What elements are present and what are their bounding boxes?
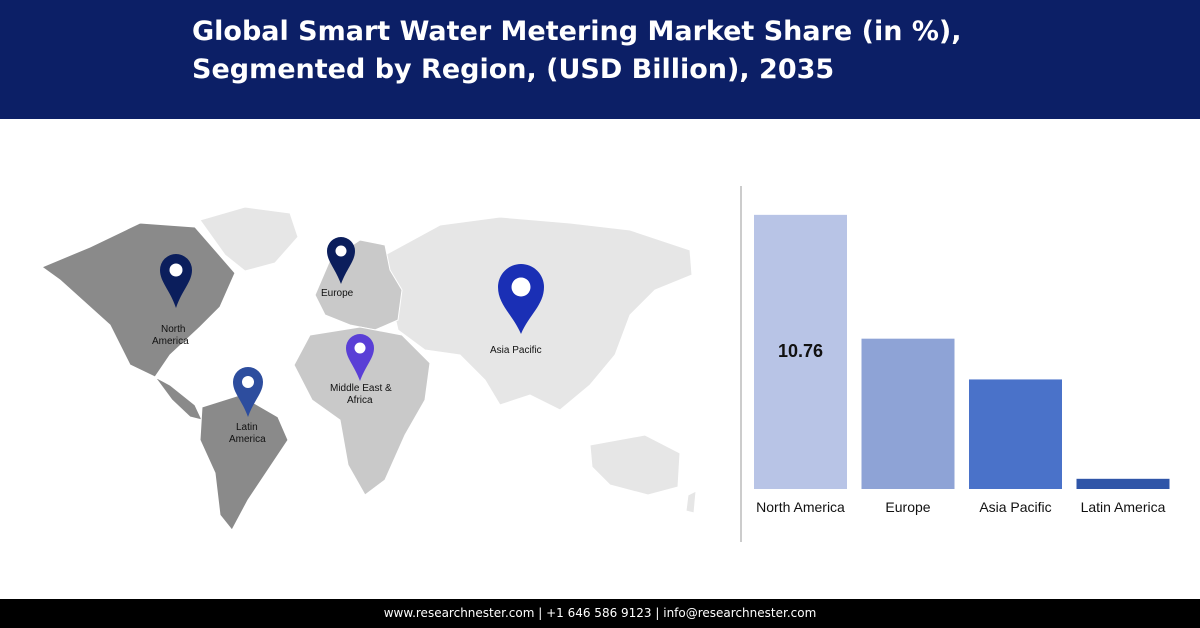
pin-label-north-america-1: North xyxy=(161,324,185,335)
pin-label-asia-pacific: Asia Pacific xyxy=(490,345,542,356)
pin-label-latin-america-2: America xyxy=(229,434,266,445)
bar-asia-pacific xyxy=(969,379,1062,489)
greenland-shape xyxy=(199,206,299,272)
north-america-shape xyxy=(40,222,236,378)
pin-north-america: North America xyxy=(152,254,192,347)
pin-asia-pacific: Asia Pacific xyxy=(490,264,544,356)
x-tick-label: Latin America xyxy=(1081,499,1166,515)
bar-europe xyxy=(861,338,955,489)
chart-title-line-1: Global Smart Water Metering Market Share… xyxy=(192,16,962,47)
south-america-shape xyxy=(199,394,289,531)
x-tick-label: Asia Pacific xyxy=(979,499,1051,515)
pin-europe: Europe xyxy=(321,237,355,299)
pin-label-mea-1: Middle East & xyxy=(330,383,392,394)
pin-label-latin-america-1: Latin xyxy=(236,422,258,433)
bar-latin-america xyxy=(1076,478,1170,489)
footer-contact-text: www.researchnester.com | +1 646 586 9123… xyxy=(383,606,817,620)
pin-label-mea-2: Africa xyxy=(347,395,373,406)
world-map: North America Europe Asia Pacific Middle… xyxy=(40,206,697,531)
header-banner: Global Smart Water Metering Market Share… xyxy=(0,0,1200,119)
chart-title-line-2: Segmented by Region, (USD Billion), 2035 xyxy=(192,54,835,85)
pin-label-europe: Europe xyxy=(321,288,354,299)
x-tick-label: North America xyxy=(756,499,845,515)
bar-north-america xyxy=(754,214,847,489)
x-tick-label: Europe xyxy=(885,499,930,515)
bar-chart: 10.76 North America Europe Asia Pacific Lat… xyxy=(740,186,1170,542)
bar-data-label: 10.76 xyxy=(778,341,823,361)
pin-middle-east-africa: Middle East & Africa xyxy=(330,334,392,406)
africa-shape xyxy=(293,326,431,496)
pin-label-north-america-2: America xyxy=(152,336,189,347)
new-zealand-shape xyxy=(685,490,697,514)
asia-shape xyxy=(384,216,693,411)
pin-latin-america: Latin America xyxy=(229,367,266,445)
footer-bar: www.researchnester.com | +1 646 586 9123… xyxy=(0,599,1200,628)
oceania-shape xyxy=(589,434,681,496)
central-america-shape xyxy=(154,376,203,421)
